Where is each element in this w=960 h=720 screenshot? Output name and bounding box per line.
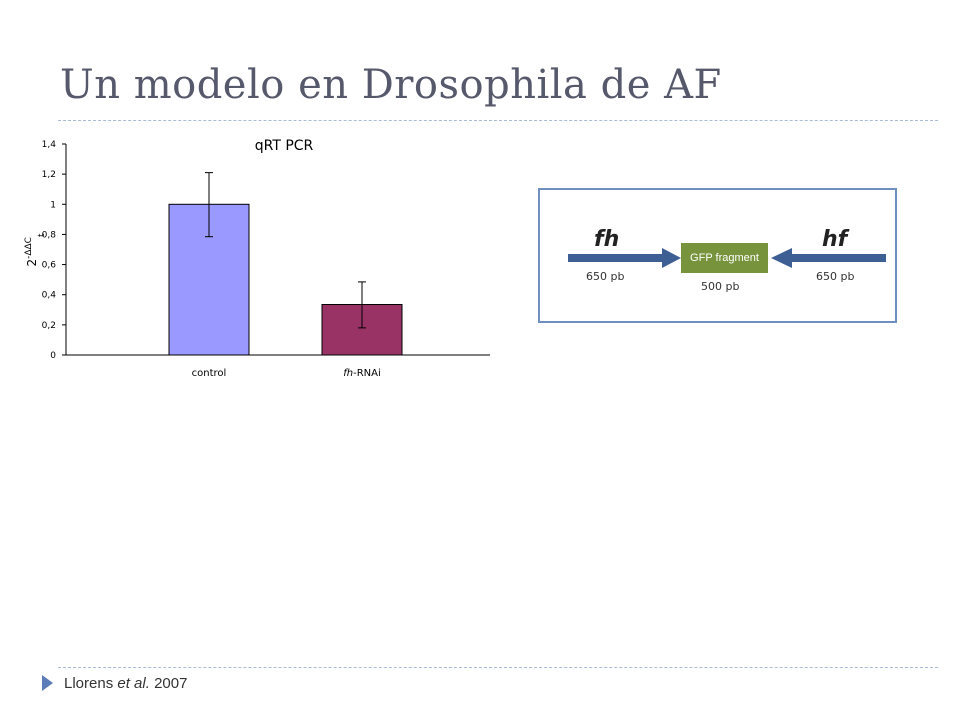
construct-diagram: fh hf GFP fragment 650 pb 500 pb 650 pb — [538, 188, 897, 323]
citation: Llorens et al. 2007 — [64, 675, 187, 692]
y-tick-label: 1 — [50, 200, 56, 210]
y-tick-label: 0,8 — [42, 230, 57, 240]
y-tick-label: 0,6 — [42, 261, 57, 271]
citation-author: Llorens — [64, 675, 118, 692]
y-tick-label: 0,4 — [42, 291, 57, 301]
gfp-fragment-box: GFP fragment — [681, 243, 768, 273]
left-size-label: 650 pb — [586, 270, 625, 283]
y-tick-label: 0,2 — [42, 321, 56, 331]
y-axis-label-part-1: -ΔΔC — [24, 237, 34, 259]
y-tick-label: 0 — [50, 351, 56, 361]
qrt-pcr-chart: 0 0,2 0,4 0,6 0,8 1 1,2 1,4 control fh-RNAi qRT PC… — [24, 138, 490, 379]
x-tick-label-1: fh-RNAi — [343, 368, 381, 379]
right-size-label: 650 pb — [816, 270, 855, 283]
title-divider — [58, 120, 938, 121]
y-axis-label-part-0: 2 — [25, 259, 39, 267]
y-tick-label: 1,4 — [42, 140, 57, 150]
citation-etal: et al. — [117, 675, 150, 692]
right-pointing-arrow-icon — [568, 248, 681, 268]
x-tick-label-0: control — [192, 368, 227, 379]
citation-year: 2007 — [149, 675, 188, 692]
y-axis-label: 2-ΔΔCt — [24, 233, 47, 267]
chart-title: qRT PCR — [255, 138, 314, 154]
right-gene-label: hf — [822, 227, 848, 252]
bar-1 — [321, 304, 403, 356]
footer-divider — [58, 667, 938, 668]
bullet-triangle-icon — [42, 675, 53, 691]
left-pointing-arrow-icon — [771, 248, 886, 268]
gfp-fragment-label: GFP fragment — [690, 252, 759, 264]
center-size-label: 500 pb — [701, 280, 740, 293]
construct-arrows — [568, 248, 886, 268]
x-tick-label-part: -RNAi — [353, 368, 381, 379]
x-tick-label-part: fh — [343, 368, 353, 379]
left-gene-label: fh — [594, 227, 620, 252]
x-tick-label-part: control — [192, 368, 227, 379]
y-axis-label-part-2: t — [37, 233, 47, 237]
slide-title: Un modelo en Drosophila de AF — [60, 62, 722, 108]
y-tick-label: 1,2 — [42, 170, 56, 180]
